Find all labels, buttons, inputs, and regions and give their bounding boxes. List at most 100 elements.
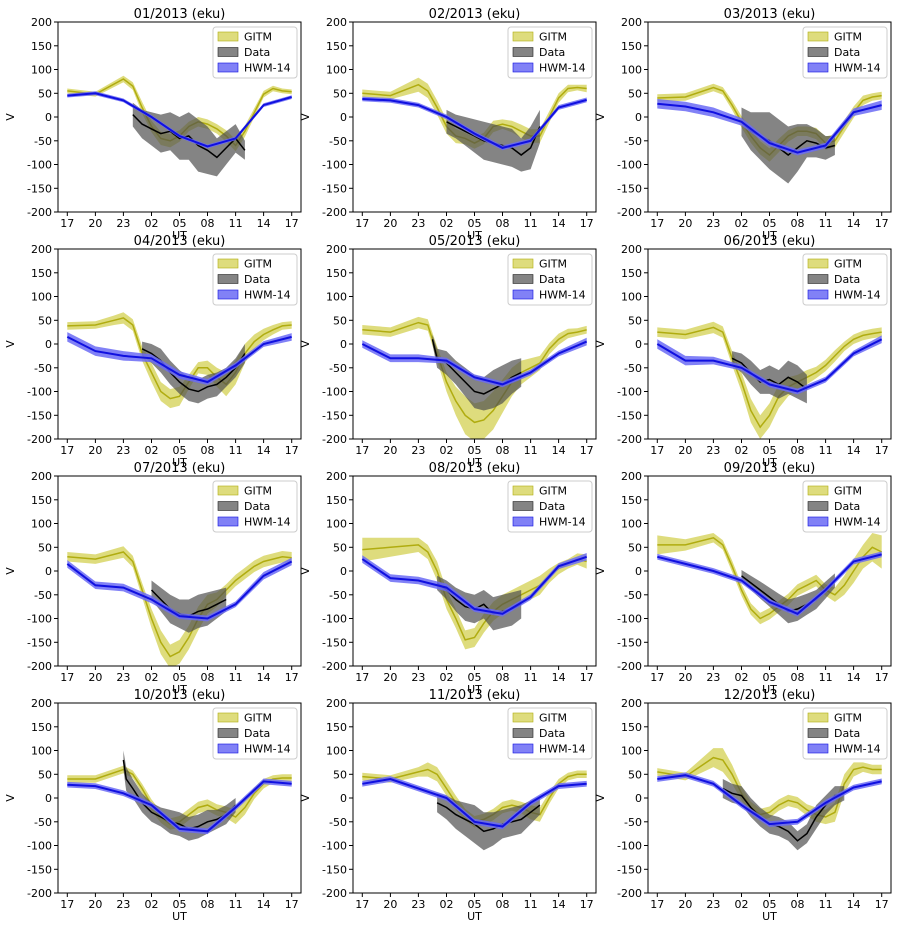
x-tick-label: 08 xyxy=(791,444,805,457)
x-axis-label: UT xyxy=(172,229,187,242)
x-tick-label: 14 xyxy=(552,444,566,457)
legend-swatch xyxy=(807,728,829,738)
panel-title: 08/2013 (eku) xyxy=(429,461,521,476)
legend-swatch xyxy=(512,289,534,300)
legend-label: Data xyxy=(539,46,565,59)
x-tick-label: 23 xyxy=(116,671,130,684)
y-tick-label: 100 xyxy=(621,291,642,304)
gitm-band xyxy=(362,537,587,650)
panel-5: -200 -150 -100 -50 0 50 100 150 200 17 20 23 02 05 08 1… xyxy=(299,234,597,469)
plot-area xyxy=(66,312,292,409)
y-tick-label: -150 xyxy=(617,636,642,649)
x-tick-label: 11 xyxy=(229,671,243,684)
y-tick-label: 150 xyxy=(326,40,347,53)
hwm-line xyxy=(361,555,588,615)
y-tick-label: 50 xyxy=(38,87,52,100)
legend-swatch xyxy=(807,516,829,527)
x-tick-label: 08 xyxy=(791,898,805,911)
x-tick-label: 17 xyxy=(580,671,594,684)
y-tick-label: -50 xyxy=(329,816,347,829)
x-tick-label: 02 xyxy=(145,444,159,457)
x-tick-label: 20 xyxy=(678,444,692,457)
legend-swatch xyxy=(807,485,829,496)
x-tick-label: 11 xyxy=(524,217,538,230)
panel-8: -200 -150 -100 -50 0 50 100 150 200 17 20 23 02 05 08 1… xyxy=(299,461,597,696)
x-tick-label: 02 xyxy=(440,444,454,457)
gitm-band xyxy=(657,748,882,825)
x-tick-label: 17 xyxy=(285,671,299,684)
data-line xyxy=(132,114,246,159)
x-tick-label: 20 xyxy=(383,217,397,230)
hwm-line xyxy=(656,338,883,393)
y-tick-label: -50 xyxy=(34,589,52,602)
legend: GITM Data HWM-14 xyxy=(507,26,593,79)
x-axis-label: UT xyxy=(762,456,777,469)
x-tick-label: 20 xyxy=(383,444,397,457)
x-tick-label: 05 xyxy=(763,444,777,457)
y-tick-label: 50 xyxy=(628,768,642,781)
y-tick-label: -100 xyxy=(27,386,52,399)
y-tick-label: 200 xyxy=(326,16,347,29)
legend-swatch xyxy=(807,31,829,42)
gitm-band xyxy=(657,533,882,625)
y-tick-label: -200 xyxy=(27,660,52,673)
legend-label: Data xyxy=(244,46,270,59)
hwm-line xyxy=(657,774,882,826)
legend-label: GITM xyxy=(244,712,272,725)
legend-swatch xyxy=(512,728,534,738)
x-tick-label: 05 xyxy=(468,898,482,911)
legend-label: HWM-14 xyxy=(834,289,881,302)
y-tick-label: 50 xyxy=(38,768,52,781)
x-tick-label: 05 xyxy=(468,671,482,684)
legend-label: HWM-14 xyxy=(244,516,291,529)
x-axis-label: UT xyxy=(467,683,482,696)
y-tick-label: 0 xyxy=(340,111,347,124)
panel-title: 06/2013 (eku) xyxy=(724,234,816,249)
x-tick-label: 20 xyxy=(383,671,397,684)
y-tick-label: 100 xyxy=(326,518,347,531)
y-tick-label: -100 xyxy=(322,159,347,172)
x-tick-label: 17 xyxy=(875,671,889,684)
x-tick-label: 23 xyxy=(706,671,720,684)
legend-swatch xyxy=(512,31,534,42)
x-tick-label: 02 xyxy=(440,898,454,911)
x-axis-label: UT xyxy=(762,683,777,696)
panel-title: 10/2013 (eku) xyxy=(134,688,226,703)
x-tick-label: 14 xyxy=(257,671,271,684)
y-tick-label: -150 xyxy=(617,409,642,422)
gitm-line xyxy=(657,756,882,818)
legend-swatch xyxy=(807,289,829,300)
x-tick-label: 20 xyxy=(678,671,692,684)
x-tick-label: 08 xyxy=(201,671,215,684)
data-band xyxy=(722,779,845,851)
plot-area xyxy=(362,762,587,851)
x-axis-label: UT xyxy=(172,456,187,469)
legend-label: Data xyxy=(834,46,860,59)
panel-12: -200 -150 -100 -50 0 50 100 150 200 17 20 23 02 05 08 1… xyxy=(594,688,892,923)
x-tick-label: 23 xyxy=(411,671,425,684)
panel-3: -200 -150 -100 -50 0 50 100 150 200 17 20 23 02 05 08 1… xyxy=(594,7,892,242)
y-tick-label: -50 xyxy=(329,362,347,375)
hwm-line xyxy=(67,780,292,833)
legend-label: HWM-14 xyxy=(539,289,586,302)
panel-1: -200 -150 -100 -50 0 50 100 150 200 17 20 23 02 05 08 1… xyxy=(4,7,302,242)
x-tick-label: 17 xyxy=(355,671,369,684)
y-tick-label: 0 xyxy=(635,565,642,578)
legend-label: HWM-14 xyxy=(834,62,881,75)
plot-area xyxy=(657,533,883,625)
legend: GITM Data HWM-14 xyxy=(507,707,593,760)
y-axis-label: V xyxy=(4,567,17,575)
x-tick-label: 08 xyxy=(201,898,215,911)
plot-area xyxy=(66,546,293,666)
x-tick-label: 05 xyxy=(173,671,187,684)
y-tick-label: -150 xyxy=(27,182,52,195)
y-tick-label: 200 xyxy=(621,697,642,710)
panel-title: 03/2013 (eku) xyxy=(724,7,816,22)
legend-label: Data xyxy=(834,727,860,740)
y-tick-label: 100 xyxy=(326,745,347,758)
y-tick-label: -200 xyxy=(27,433,52,446)
y-tick-label: 100 xyxy=(621,518,642,531)
legend-label: GITM xyxy=(539,31,567,44)
legend-label: HWM-14 xyxy=(834,516,881,529)
